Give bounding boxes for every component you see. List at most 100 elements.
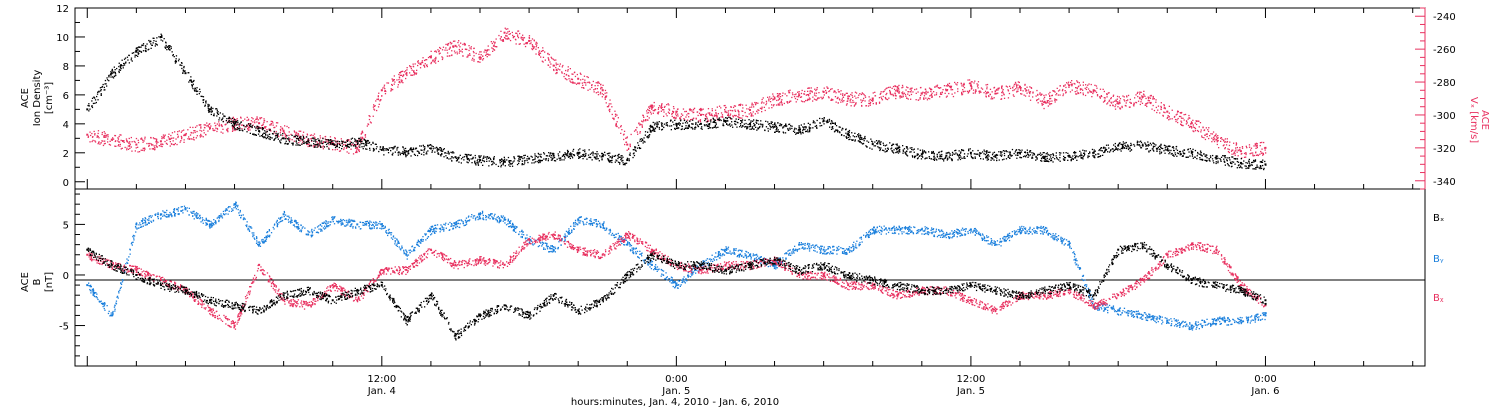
data-point-filler — [827, 119, 829, 121]
data-point-filler — [1260, 150, 1262, 153]
data-point-filler — [877, 146, 879, 148]
data-point-filler — [921, 155, 923, 157]
data-point-filler — [263, 136, 265, 138]
data-point-filler — [94, 133, 96, 135]
data-point-filler — [596, 158, 598, 160]
data-point-filler — [615, 125, 617, 127]
data-point-filler — [535, 155, 537, 157]
data-point-filler — [243, 128, 246, 130]
data-point-filler — [390, 88, 392, 90]
data-point-filler — [423, 149, 426, 151]
data-point-filler — [347, 139, 349, 142]
data-point-filler — [397, 146, 399, 149]
data-point — [110, 72, 113, 75]
data-point-filler — [977, 81, 980, 83]
data-point-filler — [545, 158, 547, 160]
data-point-filler — [539, 160, 541, 162]
data-point-filler — [462, 55, 464, 57]
data-point-filler — [310, 145, 312, 147]
data-point-filler — [643, 116, 645, 118]
data-point-filler — [1005, 150, 1007, 152]
data-point-filler — [277, 122, 279, 124]
data-point-filler — [1216, 137, 1219, 139]
data-point-filler — [803, 126, 806, 128]
data-point-filler — [607, 159, 610, 161]
data-point-filler — [990, 157, 993, 159]
data-point-filler — [241, 129, 243, 131]
data-point-filler — [99, 143, 101, 145]
data-point-filler — [685, 125, 687, 127]
data-point-filler — [530, 155, 532, 157]
data-point-filler — [609, 99, 611, 101]
data-point-filler — [1235, 142, 1237, 144]
data-point-filler — [119, 67, 122, 69]
data-point-filler — [483, 156, 485, 159]
data-point-filler — [521, 164, 523, 166]
data-point-filler — [756, 129, 758, 131]
data-point-filler — [442, 46, 445, 48]
data-point-filler — [661, 129, 663, 131]
data-point-filler — [205, 101, 207, 103]
data-point-filler — [617, 156, 620, 158]
data-point-filler — [807, 122, 809, 124]
bottom-panel-frame — [74, 188, 1426, 367]
data-point-filler — [600, 156, 602, 158]
data-point-filler — [509, 160, 511, 162]
data-point-filler — [523, 37, 526, 39]
data-point-filler — [711, 113, 713, 115]
data-point-filler — [748, 113, 750, 115]
data-point-filler — [487, 53, 489, 55]
data-point-filler — [569, 153, 572, 155]
data-point-filler — [617, 154, 620, 156]
data-point-filler — [306, 141, 308, 143]
data-point-filler — [731, 118, 733, 120]
data-point-filler — [190, 79, 192, 81]
data-point-filler — [652, 129, 655, 131]
data-point-filler — [606, 92, 608, 94]
data-point-filler — [254, 120, 256, 122]
data-point-filler — [706, 117, 708, 119]
data-point-filler — [571, 157, 574, 159]
data-point-filler — [508, 30, 510, 32]
data-point-filler — [1000, 155, 1003, 157]
data-point-filler — [420, 149, 422, 151]
data-point-filler — [813, 98, 816, 100]
data-point-filler — [921, 149, 924, 151]
data-point-filler — [292, 142, 294, 144]
data-point-filler — [412, 63, 414, 65]
data-point-filler — [418, 152, 421, 154]
data-point-filler — [899, 149, 901, 151]
data-point-filler — [705, 124, 707, 126]
data-point-filler — [712, 117, 714, 119]
data-point-filler — [514, 38, 517, 40]
data-point-filler — [432, 60, 434, 62]
data-point-filler — [622, 162, 624, 164]
data-point-filler — [500, 36, 502, 38]
data-point-filler — [777, 95, 779, 97]
data-point-filler — [1211, 137, 1213, 139]
data-point-filler — [911, 148, 913, 151]
data-point — [110, 138, 113, 141]
data-point-filler — [925, 97, 927, 99]
data-point-filler — [946, 152, 948, 154]
data-point-filler — [849, 138, 851, 140]
data-point-filler — [1041, 103, 1043, 105]
data-point-filler — [168, 46, 170, 48]
data-point-filler — [175, 58, 177, 60]
data-point-filler — [1166, 117, 1168, 119]
data-point-filler — [880, 147, 882, 149]
data-point-filler — [611, 113, 613, 116]
top-rtick-label-0: -340 — [1433, 177, 1456, 188]
data-point-filler — [1054, 91, 1056, 93]
data-point-filler — [354, 145, 356, 147]
data-point-filler — [212, 107, 214, 110]
data-point-filler — [390, 150, 392, 152]
data-point-filler — [347, 139, 349, 141]
data-point-filler — [672, 121, 674, 123]
data-point-filler — [302, 131, 305, 133]
data-point-filler — [165, 46, 167, 48]
data-point-filler — [425, 64, 428, 67]
data-point-filler — [434, 58, 436, 60]
data-point-filler — [845, 132, 847, 134]
data-point-filler — [1190, 121, 1193, 123]
